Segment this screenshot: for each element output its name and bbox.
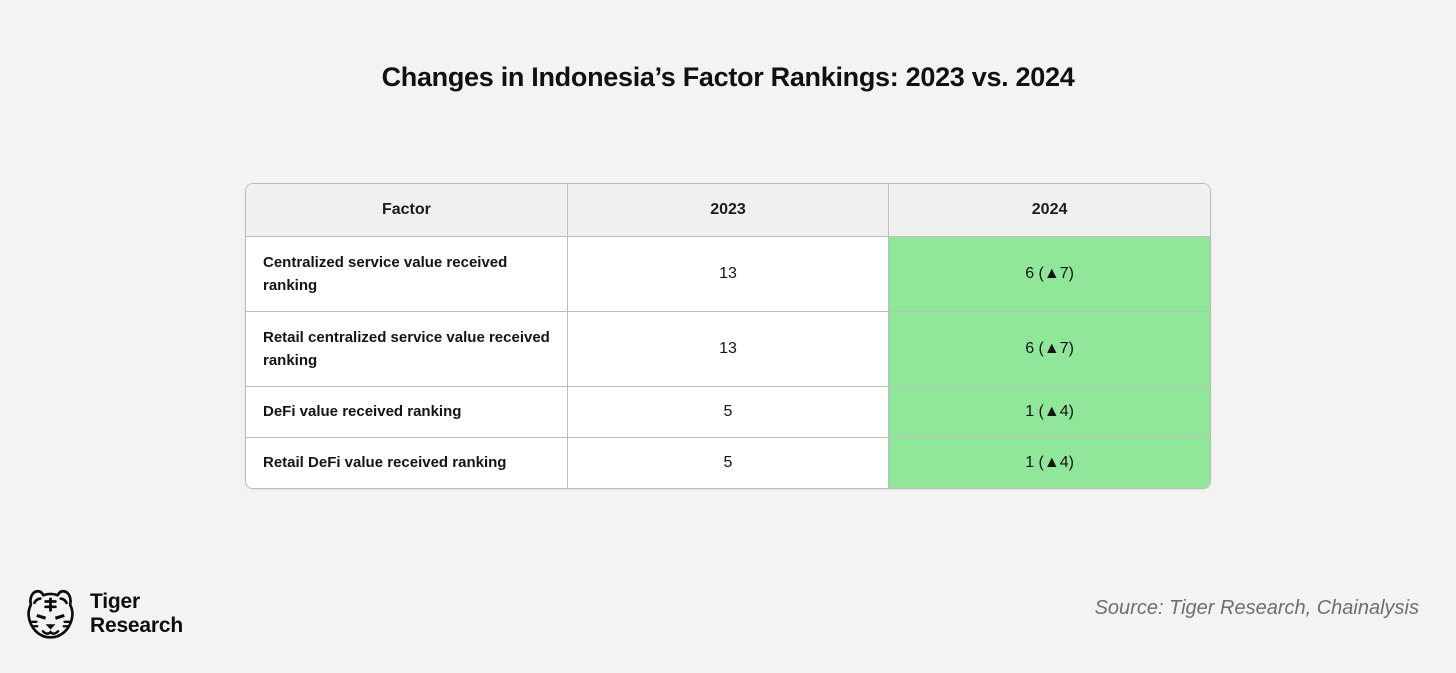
value-2023-cell: 5 (566, 385, 889, 437)
source-attribution: Source: Tiger Research, Chainalysis (1094, 597, 1419, 619)
table-row: Centralized service value received ranki… (246, 235, 1210, 311)
logo-line1: Tiger (90, 589, 140, 613)
table-row: Retail centralized service value receive… (246, 310, 1210, 386)
column-header-2023: 2023 (566, 184, 889, 236)
value-2023-cell: 13 (566, 310, 889, 386)
logo-line2: Research (90, 613, 183, 637)
table-header-row: Factor 2023 2024 (246, 184, 1210, 236)
value-2024-cell-highlighted: 6 (▲7) (888, 310, 1210, 386)
rankings-table: Factor 2023 2024 Centralized service val… (245, 183, 1211, 489)
logo-wordmark: Tiger Research (90, 590, 183, 638)
tiger-research-logo: Tiger Research (22, 584, 183, 643)
value-2023-cell: 5 (566, 436, 889, 488)
rankings-table-grid: Factor 2023 2024 Centralized service val… (246, 184, 1210, 488)
table-row: Retail DeFi value received ranking 5 1 (… (246, 436, 1210, 488)
factor-cell: Retail DeFi value received ranking (246, 436, 568, 488)
column-header-factor: Factor (246, 184, 568, 236)
factor-cell: Centralized service value received ranki… (246, 235, 568, 311)
tiger-face-icon (27, 589, 74, 639)
value-2024-cell-highlighted: 6 (▲7) (888, 235, 1210, 311)
value-2023-cell: 13 (566, 235, 889, 311)
value-2024-cell-highlighted: 1 (▲4) (888, 436, 1210, 488)
column-header-2024: 2024 (888, 184, 1210, 236)
factor-cell: Retail centralized service value receive… (246, 310, 568, 386)
factor-cell: DeFi value received ranking (246, 385, 568, 437)
table-row: DeFi value received ranking 5 1 (▲4) (246, 385, 1210, 437)
page-title: Changes in Indonesia’s Factor Rankings: … (381, 62, 1075, 92)
value-2024-cell-highlighted: 1 (▲4) (888, 385, 1210, 437)
